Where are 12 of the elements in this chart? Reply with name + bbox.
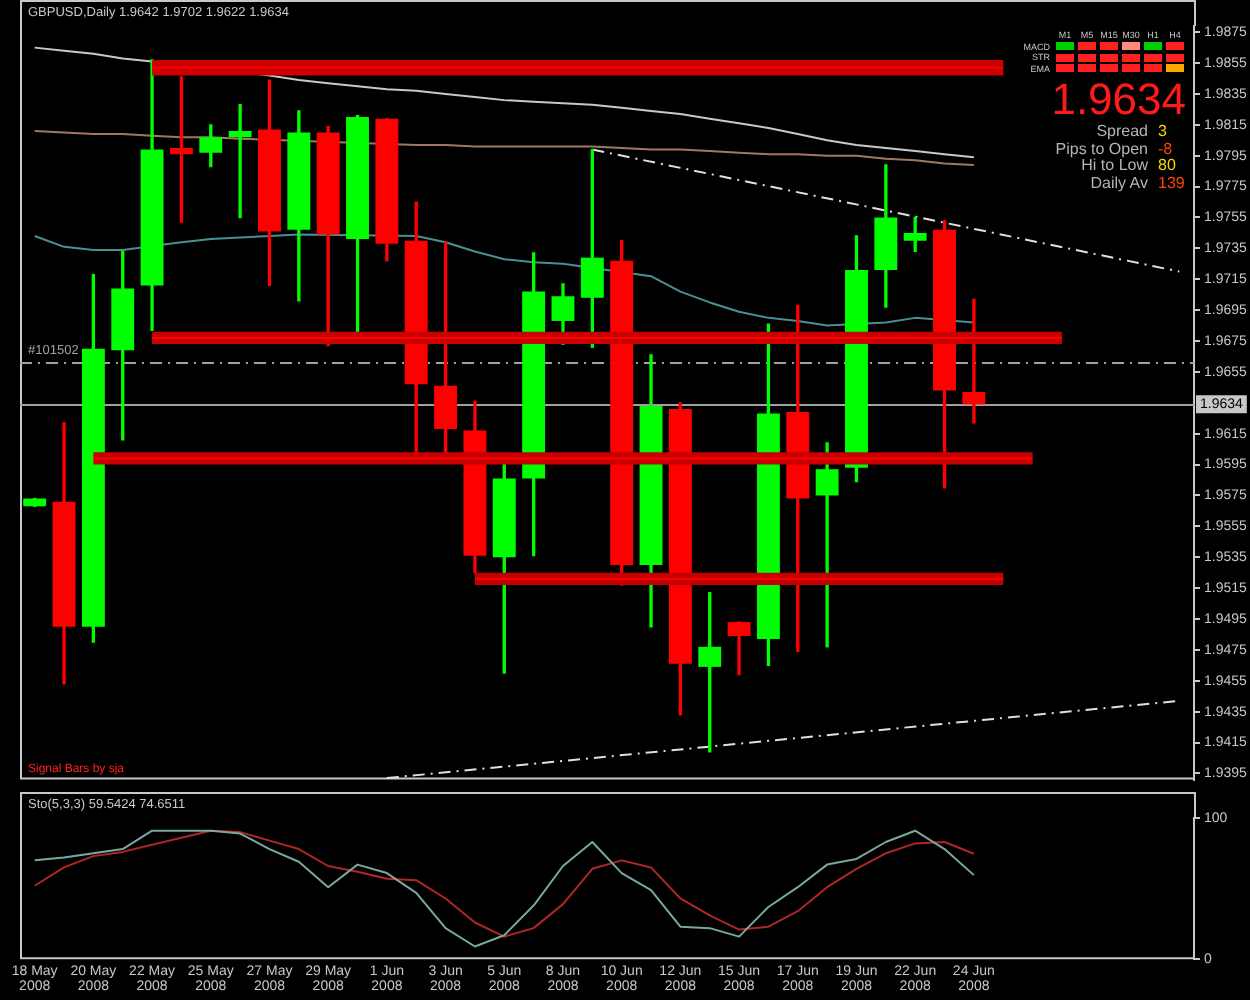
annotation: 3 — [1158, 122, 1167, 141]
candlestick — [962, 298, 986, 424]
annotation: Spread — [1096, 122, 1148, 141]
annotation: 139 — [1158, 173, 1185, 192]
annotation: Hi to Low — [1081, 156, 1148, 175]
annotation: Daily Av — [1090, 173, 1148, 192]
candlestick — [815, 442, 839, 648]
annotation: Pips to Open — [1055, 139, 1148, 158]
annotation: 80 — [1158, 156, 1176, 175]
candlestick — [228, 104, 252, 219]
annotation: -8 — [1158, 139, 1173, 158]
annotation: 1.9634 — [1051, 74, 1186, 124]
